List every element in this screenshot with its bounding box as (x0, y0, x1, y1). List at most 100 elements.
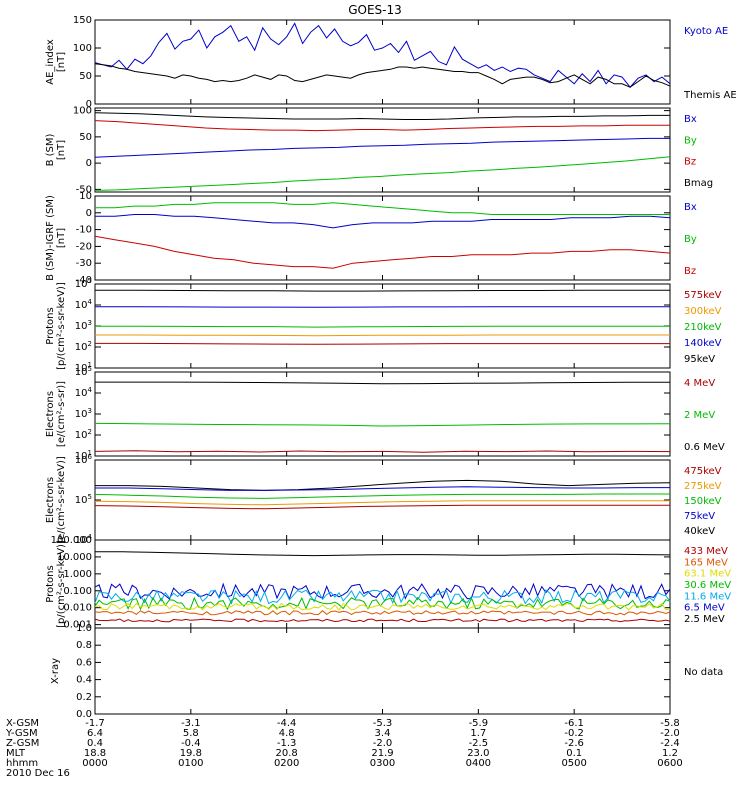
plot-title: GOES-13 (348, 3, 402, 17)
x-axis-value: 6.4 (87, 728, 103, 739)
series-line-11-6-MeV (94, 589, 671, 605)
legend-label: 11.6 MeV (684, 591, 731, 602)
y-tick-label: 104 (75, 298, 93, 311)
x-axis-value: 21.9 (371, 748, 393, 759)
x-axis-value: -0.4 (181, 738, 201, 749)
legend-label: 6.5 MeV (684, 603, 725, 614)
x-axis-value: 3.4 (375, 728, 391, 739)
series-line-275keV (94, 500, 670, 506)
y-tick-label: 106 (75, 453, 93, 466)
y-tick-label: 102 (75, 428, 92, 441)
legend-label: 95keV (684, 354, 715, 365)
y-tick-label: 100.000 (51, 535, 92, 546)
y-axis-label: X-ray (50, 658, 61, 684)
y-tick-label: -10 (76, 225, 92, 236)
series-line-95keV (95, 289, 670, 292)
y-tick-label: 105 (75, 277, 92, 290)
x-axis-value: 0.4 (87, 738, 103, 749)
y-axis-label: Electrons (45, 477, 56, 523)
y-tick-label: 105 (75, 493, 92, 506)
panel-frame (94, 19, 671, 105)
y-axis-label: Electrons (45, 391, 56, 437)
x-axis-value: 0600 (657, 758, 682, 769)
series-line-433-MeV (94, 618, 671, 623)
legend-label: 433 MeV (684, 546, 728, 557)
y-tick-label: 50 (79, 132, 92, 143)
panel-protons2: 100.000 10.000 1.000 0.100 0.010 0.001 Protons… (45, 535, 731, 631)
x-axis-row-name: X-GSM (6, 718, 39, 729)
series-line-Themis-AE (94, 63, 671, 88)
y-tick-label: 103 (75, 407, 92, 420)
panel-xray: 1.0 0.8 0.6 0.4 0.2 0.0 X-ray No data (50, 623, 723, 720)
series-line-140keV (95, 306, 670, 308)
legend-label: Bx (684, 114, 697, 125)
legend-label: By (684, 135, 697, 146)
panel-frame (94, 627, 671, 715)
x-axis-value: 1.2 (662, 748, 678, 759)
y-axis-label: B (SM)-IGRF (SM) (45, 195, 56, 281)
y-tick-label: -40 (76, 275, 92, 286)
panel-frame (94, 107, 671, 193)
y-axis-label: Protons (45, 307, 56, 344)
series-line-By (94, 156, 671, 191)
y-tick-label: 0.2 (76, 692, 92, 703)
legend-label: 150keV (684, 496, 722, 507)
legend-label: 275keV (684, 481, 722, 492)
legend-label: Bmag (684, 178, 713, 189)
panel-frame (94, 195, 671, 281)
y-tick-label: 0.6 (76, 657, 92, 668)
series-line-4-MeV (94, 450, 671, 453)
legend-label: Kyoto AE (684, 26, 728, 37)
x-axis-value: -2.0 (660, 728, 680, 739)
series-line-63-1-MeV (94, 602, 671, 612)
x-axis-value: 0.1 (566, 748, 582, 759)
x-axis-value: -4.4 (277, 718, 297, 729)
y-tick-label: 50 (79, 71, 92, 82)
x-axis-value: 0000 (82, 758, 107, 769)
legend-label: 2 MeV (684, 410, 715, 421)
series-line-210keV (95, 325, 670, 328)
series-line-By (95, 202, 670, 215)
y-tick-label: 10 (79, 191, 92, 202)
legend-label: 575keV (684, 290, 722, 301)
y-tick-label: 0 (86, 99, 92, 110)
legend-label: Bx (684, 202, 697, 213)
x-axis-value: -2.0 (373, 738, 393, 749)
legend-label: 475keV (684, 466, 722, 477)
y-tick-label: 0.010 (63, 603, 92, 614)
y-tick-label: 0.0 (76, 709, 92, 720)
y-tick-label: 0 (86, 208, 92, 219)
y-tick-label: -30 (76, 258, 92, 269)
x-axis-value: 19.8 (180, 748, 202, 759)
y-tick-label: 100 (73, 106, 92, 117)
legend-label: 40keV (684, 526, 715, 537)
series-line-300keV (95, 334, 670, 337)
y-tick-label: 105 (75, 365, 92, 378)
series-line-Bx (95, 214, 671, 229)
y-axis-label: Protons (45, 565, 56, 602)
y-tick-label: 104 (75, 386, 93, 399)
y-tick-label: 0.4 (76, 675, 92, 686)
legend-label: Bz (684, 266, 696, 277)
legend-label: 165 MeV (684, 557, 728, 568)
x-axis-value: 0200 (274, 758, 299, 769)
y-tick-label: -20 (76, 241, 92, 252)
x-axis-value: -5.9 (469, 718, 489, 729)
legend-label: By (684, 234, 697, 245)
y-axis-label: [e/(cm²-s-sr-keV)] (56, 456, 67, 544)
y-tick-label: 103 (75, 319, 92, 332)
panel-bsm: 100 50 0 -50 B (SM) [nT] Bx By Bz Bmag (45, 106, 713, 196)
panel-ae: 150 100 50 0 AE_index [nT] Kyoto AE Themis AE (45, 15, 737, 110)
series-line-40keV (95, 479, 671, 491)
x-axis-value: 0100 (178, 758, 203, 769)
series-line-Bz (94, 235, 671, 269)
y-tick-label: 0 (86, 158, 92, 169)
x-axis-value: -0.2 (564, 728, 584, 739)
x-axis-row-name: MLT (6, 748, 26, 759)
legend-label: No data (684, 667, 723, 678)
